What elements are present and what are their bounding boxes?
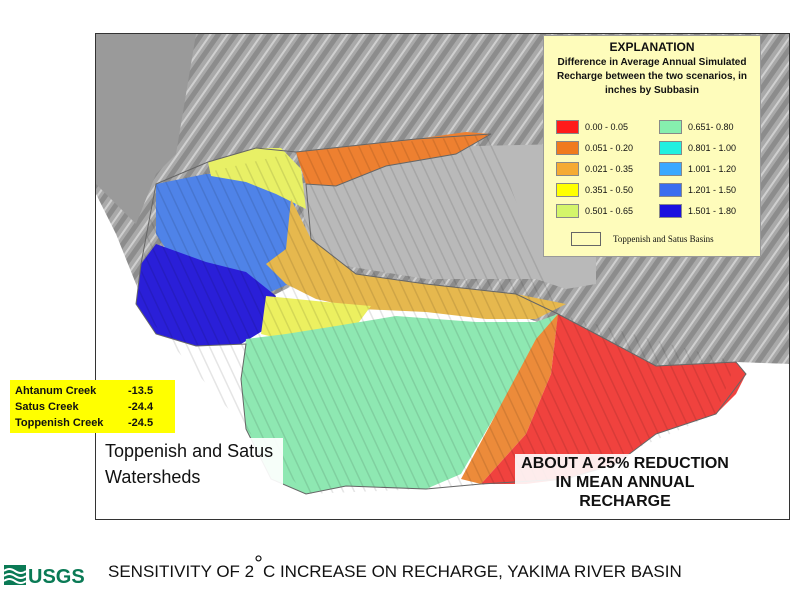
legend-range-label: 0.051 - 0.20	[585, 143, 634, 153]
creek-row: Ahtanum Creek -13.5	[15, 383, 175, 399]
creek-value: -24.4	[128, 401, 154, 413]
reduction-note: ABOUT A 25% REDUCTION IN MEAN ANNUAL REC…	[515, 454, 735, 511]
legend-range-label: 1.201 - 1.50	[688, 185, 737, 195]
basin-outline	[135, 133, 747, 495]
relief-west	[96, 34, 196, 224]
legend-range-label: 0.021 - 0.35	[585, 164, 634, 174]
legend-range-label: 0.651- 0.80	[688, 122, 734, 132]
footer-title-post: C INCREASE ON RECHARGE, YAKIMA RIVER BAS…	[262, 562, 682, 581]
footer-degree-symbol: °	[254, 551, 263, 576]
legend-swatch	[659, 204, 682, 218]
usgs-logo: USGS	[4, 565, 85, 587]
creek-name: Ahtanum Creek	[15, 385, 97, 397]
creek-name: Satus Creek	[15, 401, 79, 413]
usgs-logo-text: USGS	[28, 566, 85, 587]
watershed-label: Toppenish and Satus Watersheds	[102, 438, 283, 490]
legend-title: EXPLANATION	[609, 40, 695, 54]
usgs-wave-mark	[4, 565, 27, 585]
creek-name: Toppenish Creek	[15, 417, 104, 429]
legend-swatch	[556, 141, 579, 155]
legend-range-label: 0.501 - 0.65	[585, 206, 634, 216]
legend-basin-label: Toppenish and Satus Basins	[613, 234, 714, 244]
legend-panel: EXPLANATION Difference in Average Annual…	[543, 35, 761, 257]
legend-range-label: 0.351 - 0.50	[585, 185, 634, 195]
legend-swatch	[659, 162, 682, 176]
terrain-texture	[136, 134, 736, 494]
creek-value: -24.5	[128, 417, 154, 429]
legend-range-label: 1.001 - 1.20	[688, 164, 737, 174]
creek-value: -13.5	[128, 385, 154, 397]
legend-range-label: 0.801 - 1.00	[688, 143, 737, 153]
legend-range-label: 0.00 - 0.05	[585, 122, 629, 132]
creek-row: Satus Creek -24.4	[15, 399, 175, 415]
footer-title-pre: SENSITIVITY OF 2	[108, 562, 255, 581]
legend-basin-swatch	[571, 232, 601, 246]
creek-row: Toppenish Creek -24.5	[15, 415, 175, 431]
legend-subtitle: Difference in Average Annual Simulated R…	[556, 57, 748, 96]
legend-swatch	[659, 183, 682, 197]
legend-swatch	[659, 120, 682, 134]
legend-swatch	[556, 162, 579, 176]
legend-swatch	[659, 141, 682, 155]
creek-values-box: Ahtanum Creek -13.5 Satus Creek -24.4 Toppen…	[10, 380, 175, 433]
legend-range-label: 1.501 - 1.80	[688, 206, 737, 216]
legend-swatch	[556, 183, 579, 197]
legend-swatch	[556, 120, 579, 134]
legend-swatch	[556, 204, 579, 218]
footer-title: SENSITIVITY OF 2°C INCREASE ON RECHARGE,…	[108, 551, 682, 582]
